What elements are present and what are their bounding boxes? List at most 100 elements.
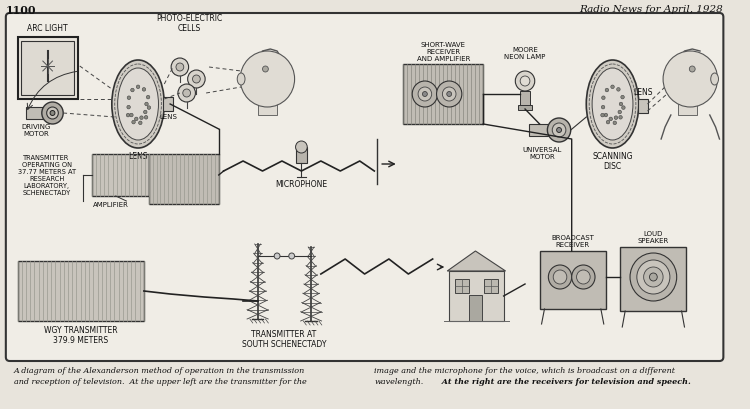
- Circle shape: [601, 114, 604, 118]
- Bar: [539, 252, 606, 309]
- Circle shape: [614, 117, 618, 120]
- Circle shape: [127, 106, 130, 110]
- Circle shape: [572, 265, 595, 289]
- Circle shape: [637, 261, 670, 294]
- Ellipse shape: [112, 61, 164, 148]
- Circle shape: [147, 106, 151, 110]
- Circle shape: [144, 116, 148, 120]
- Text: BROADCAST
RECEIVER: BROADCAST RECEIVER: [551, 234, 594, 247]
- Circle shape: [442, 88, 456, 102]
- Circle shape: [604, 114, 608, 117]
- Polygon shape: [447, 252, 506, 271]
- Circle shape: [620, 103, 622, 106]
- Text: 1100: 1100: [6, 5, 36, 16]
- Bar: [164, 98, 173, 112]
- Circle shape: [139, 122, 142, 125]
- Circle shape: [602, 106, 604, 110]
- Circle shape: [436, 82, 462, 108]
- Circle shape: [548, 119, 571, 143]
- Text: Radio News for April, 1928: Radio News for April, 1928: [580, 5, 723, 14]
- Circle shape: [134, 118, 138, 121]
- Circle shape: [619, 116, 622, 120]
- Text: PHOTO-ELECTRIC
CELLS: PHOTO-ELECTRIC CELLS: [157, 13, 223, 33]
- Text: image and the microphone for the voice, which is broadcast on a different: image and the microphone for the voice, …: [374, 366, 675, 374]
- Circle shape: [413, 82, 437, 108]
- Circle shape: [609, 118, 613, 121]
- Text: SHORT-WAVE
RECEIVER
AND AMPLIFIER: SHORT-WAVE RECEIVER AND AMPLIFIER: [417, 42, 470, 62]
- Circle shape: [193, 76, 200, 84]
- Circle shape: [552, 124, 566, 138]
- Circle shape: [176, 64, 184, 72]
- Bar: [529, 125, 548, 137]
- Bar: [404, 65, 483, 125]
- Circle shape: [146, 96, 150, 100]
- Circle shape: [650, 273, 657, 281]
- Bar: [17, 38, 78, 100]
- Circle shape: [262, 67, 268, 73]
- Circle shape: [126, 114, 130, 118]
- Circle shape: [689, 67, 695, 73]
- Circle shape: [610, 86, 614, 90]
- Text: and reception of television.  At the upper left are the transmitter for the: and reception of television. At the uppe…: [13, 377, 306, 385]
- Circle shape: [618, 111, 622, 115]
- Circle shape: [621, 96, 624, 100]
- Text: MICROPHONE: MICROPHONE: [275, 180, 328, 189]
- Text: LENS: LENS: [128, 152, 148, 161]
- Circle shape: [577, 270, 590, 284]
- Bar: [296, 148, 307, 164]
- Text: MOORE
NEON LAMP: MOORE NEON LAMP: [504, 47, 546, 60]
- Circle shape: [296, 142, 307, 154]
- Circle shape: [630, 254, 676, 301]
- Circle shape: [515, 72, 535, 92]
- Circle shape: [644, 267, 663, 287]
- Circle shape: [447, 92, 452, 97]
- Circle shape: [663, 52, 718, 108]
- Bar: [520, 92, 530, 106]
- Circle shape: [622, 106, 626, 110]
- Circle shape: [289, 254, 295, 259]
- Bar: [518, 106, 532, 111]
- Circle shape: [602, 97, 605, 100]
- Bar: [148, 155, 219, 204]
- Circle shape: [613, 122, 616, 125]
- Text: TRANSMITTER
OPERATING ON
37.77 METERS AT
RESEARCH
LABORATORY,
SCHENECTADY: TRANSMITTER OPERATING ON 37.77 METERS AT…: [17, 155, 76, 196]
- Text: WGY TRANSMITTER
379.9 METERS: WGY TRANSMITTER 379.9 METERS: [44, 325, 118, 344]
- Circle shape: [188, 71, 206, 89]
- Text: SCANNING
DISC: SCANNING DISC: [592, 152, 633, 171]
- Text: At the right are the receivers for television and speech.: At the right are the receivers for telev…: [440, 377, 692, 385]
- Bar: [620, 247, 686, 311]
- Circle shape: [46, 108, 58, 120]
- Bar: [17, 261, 144, 321]
- Text: DRIVING
MOTOR: DRIVING MOTOR: [22, 124, 51, 137]
- Text: UNIVERSAL
MOTOR: UNIVERSAL MOTOR: [523, 147, 562, 160]
- Circle shape: [136, 86, 140, 90]
- Bar: [92, 155, 148, 196]
- Text: wavelength.: wavelength.: [374, 377, 424, 385]
- Circle shape: [143, 111, 147, 115]
- Circle shape: [556, 128, 562, 133]
- Text: ARC LIGHT: ARC LIGHT: [27, 24, 68, 33]
- Bar: [26, 108, 44, 120]
- Bar: [638, 100, 647, 114]
- Text: LOUD
SPEAKER: LOUD SPEAKER: [638, 230, 669, 243]
- Ellipse shape: [586, 61, 639, 148]
- Circle shape: [140, 117, 143, 120]
- Circle shape: [50, 111, 55, 116]
- Text: A diagram of the Alexanderson method of operation in the transmission: A diagram of the Alexanderson method of …: [13, 366, 304, 374]
- Text: LENS: LENS: [633, 88, 652, 97]
- Circle shape: [616, 88, 620, 92]
- Circle shape: [171, 59, 188, 77]
- Bar: [258, 104, 277, 116]
- Text: AMPLIFIER: AMPLIFIER: [93, 202, 129, 207]
- Bar: [678, 104, 697, 116]
- Bar: [484, 279, 498, 293]
- Ellipse shape: [237, 74, 245, 86]
- Circle shape: [178, 85, 196, 103]
- Text: LENS: LENS: [159, 114, 177, 120]
- Ellipse shape: [711, 74, 718, 86]
- Ellipse shape: [592, 69, 633, 141]
- Circle shape: [548, 265, 572, 289]
- Circle shape: [422, 92, 427, 97]
- Circle shape: [274, 254, 280, 259]
- Circle shape: [145, 103, 148, 106]
